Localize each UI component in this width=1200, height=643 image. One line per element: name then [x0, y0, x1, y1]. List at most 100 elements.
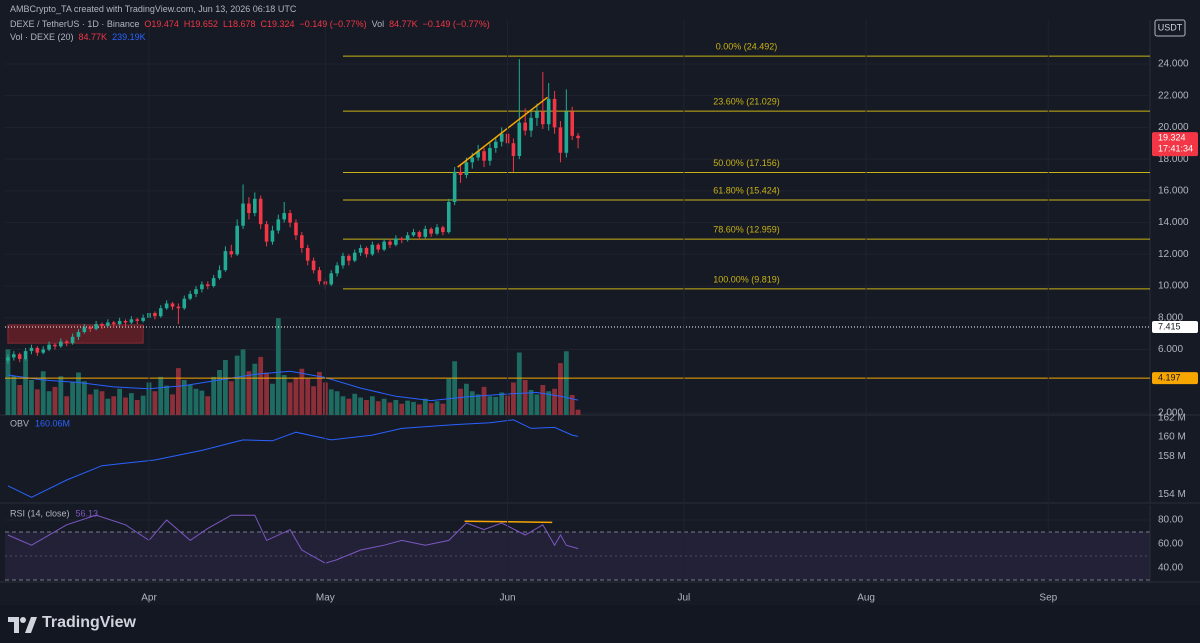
volume-bar	[23, 358, 28, 415]
y-tick-label: 10.000	[1158, 281, 1189, 292]
volume-bar	[158, 376, 164, 415]
candle-body	[335, 265, 339, 274]
candle-body	[270, 230, 275, 242]
indicator-title: RSI (14, close)	[10, 508, 70, 518]
countdown: 17:41:34	[1158, 143, 1193, 153]
volume-bar	[193, 388, 199, 415]
candle-body	[211, 278, 216, 287]
y-tick-label: 12.000	[1158, 249, 1189, 260]
candle-body	[217, 270, 222, 279]
volume-bar	[5, 349, 11, 415]
candle-body	[229, 251, 234, 255]
volume-bar	[522, 380, 528, 415]
candle-body	[352, 252, 357, 261]
candle-body	[282, 213, 286, 220]
volume-bar	[270, 383, 275, 415]
quote-item: −0.149 (−0.77%)	[299, 19, 367, 29]
volume-bar	[528, 390, 534, 415]
fib-label: 61.80% (15.424)	[713, 185, 780, 195]
volume-bar	[70, 382, 75, 415]
candle-body	[552, 98, 557, 128]
candle-body	[388, 241, 392, 245]
volume-bar	[293, 377, 299, 415]
volume-bar	[281, 375, 287, 415]
candle-body	[35, 347, 40, 353]
candle-body	[347, 255, 351, 261]
volume-bar	[81, 381, 87, 415]
y-tick-label: 24.000	[1158, 59, 1189, 70]
volume-bar	[440, 403, 446, 415]
volume-bar	[422, 398, 428, 415]
candle-body	[517, 122, 522, 156]
candle-body	[194, 289, 198, 294]
supply-zone	[7, 324, 144, 344]
candle-body	[311, 260, 316, 271]
candle-body	[223, 251, 228, 271]
volume-bar	[29, 380, 34, 415]
volume-bar	[340, 396, 346, 415]
volume-bar	[558, 363, 563, 415]
y-tick-label: 40.00	[1158, 563, 1183, 574]
indicator-value: 56.13	[76, 508, 99, 518]
candle-body	[470, 157, 475, 163]
volume-bar	[516, 352, 522, 415]
candle-body	[235, 225, 239, 255]
candle-body	[106, 322, 110, 326]
price-label-box	[1152, 372, 1198, 385]
candle-body	[376, 244, 381, 250]
volume-bar	[446, 378, 452, 415]
volume-bar	[287, 382, 293, 415]
footer: TradingView	[0, 605, 1200, 643]
volume-bar	[264, 372, 269, 415]
volume-bar	[481, 386, 487, 415]
candle-body	[17, 354, 22, 360]
candle-body	[546, 98, 551, 125]
candle-body	[82, 327, 87, 333]
volume-bar	[328, 389, 334, 415]
candle-body	[382, 241, 386, 250]
fib-label: 0.00% (24.492)	[716, 42, 778, 52]
candle-body	[88, 327, 93, 329]
candle-body	[141, 317, 145, 321]
volume-bar	[305, 378, 311, 415]
candle-body	[6, 357, 10, 361]
candle-body	[576, 135, 580, 139]
y-tick-label: 162 M	[1158, 413, 1186, 424]
y-tick-label: 6.000	[1158, 344, 1183, 355]
credit-text: AMBCrypto_TA created with TradingView.co…	[10, 4, 297, 14]
candle-body	[394, 238, 398, 245]
quote-item: Vol	[371, 19, 385, 29]
volume-bar	[234, 355, 240, 415]
volume-bar	[299, 368, 305, 415]
candle-body	[570, 111, 575, 136]
candle-body	[535, 111, 539, 118]
candle-body	[541, 111, 545, 125]
candle-body	[305, 247, 310, 261]
volume-bar	[152, 391, 158, 415]
candle-body	[358, 247, 363, 253]
volume-bar	[52, 386, 58, 415]
volume-bar	[563, 351, 569, 415]
volume-bar	[334, 391, 340, 415]
volume-bar	[211, 376, 217, 415]
volume-bar	[240, 349, 246, 415]
volume-bar	[223, 360, 228, 415]
volume-bar	[258, 356, 264, 415]
volume-bar	[434, 401, 440, 415]
candle-body	[153, 312, 157, 317]
volume-bar	[546, 391, 552, 415]
candle-body	[205, 284, 210, 287]
volume-bar	[399, 403, 405, 415]
volume-bar	[428, 403, 434, 415]
y-tick-label: 14.000	[1158, 217, 1189, 228]
volume-bar	[569, 395, 575, 415]
volume-bar	[464, 383, 469, 415]
candle-body	[94, 324, 98, 329]
volume-bar	[187, 385, 193, 415]
volume-bar	[252, 363, 258, 415]
quote-item: C19.324	[260, 19, 295, 29]
volume-bar	[128, 393, 134, 415]
volume-bar	[452, 361, 458, 415]
candle-body	[564, 111, 569, 153]
candle-body	[247, 203, 251, 214]
